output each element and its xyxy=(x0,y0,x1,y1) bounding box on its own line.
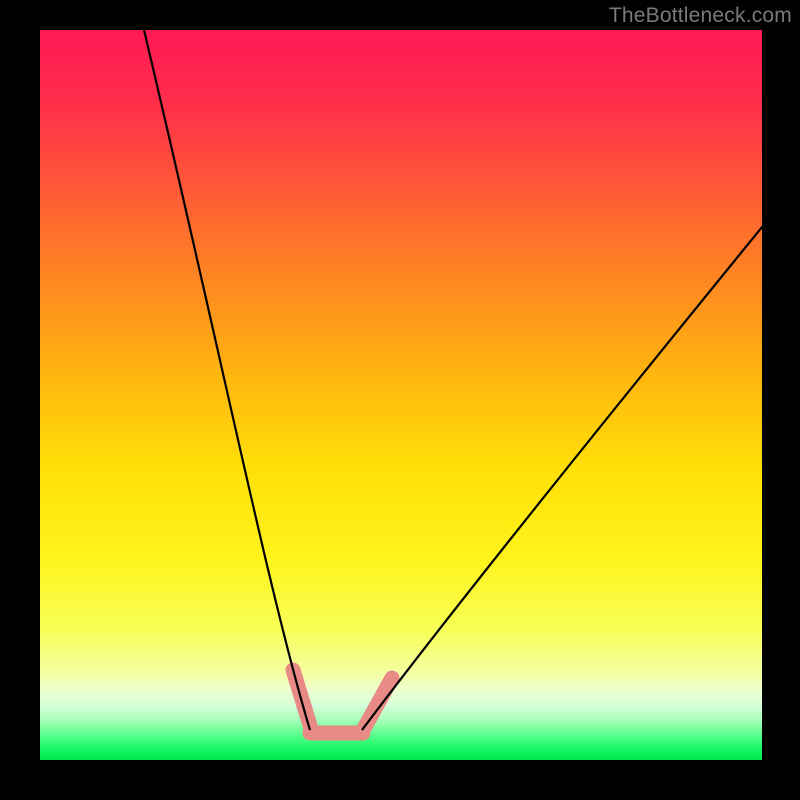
plot-svg xyxy=(40,30,762,760)
gradient-background xyxy=(40,30,762,760)
plot-area xyxy=(40,30,762,760)
figure-canvas: TheBottleneck.com xyxy=(0,0,800,800)
watermark-text: TheBottleneck.com xyxy=(609,4,792,28)
